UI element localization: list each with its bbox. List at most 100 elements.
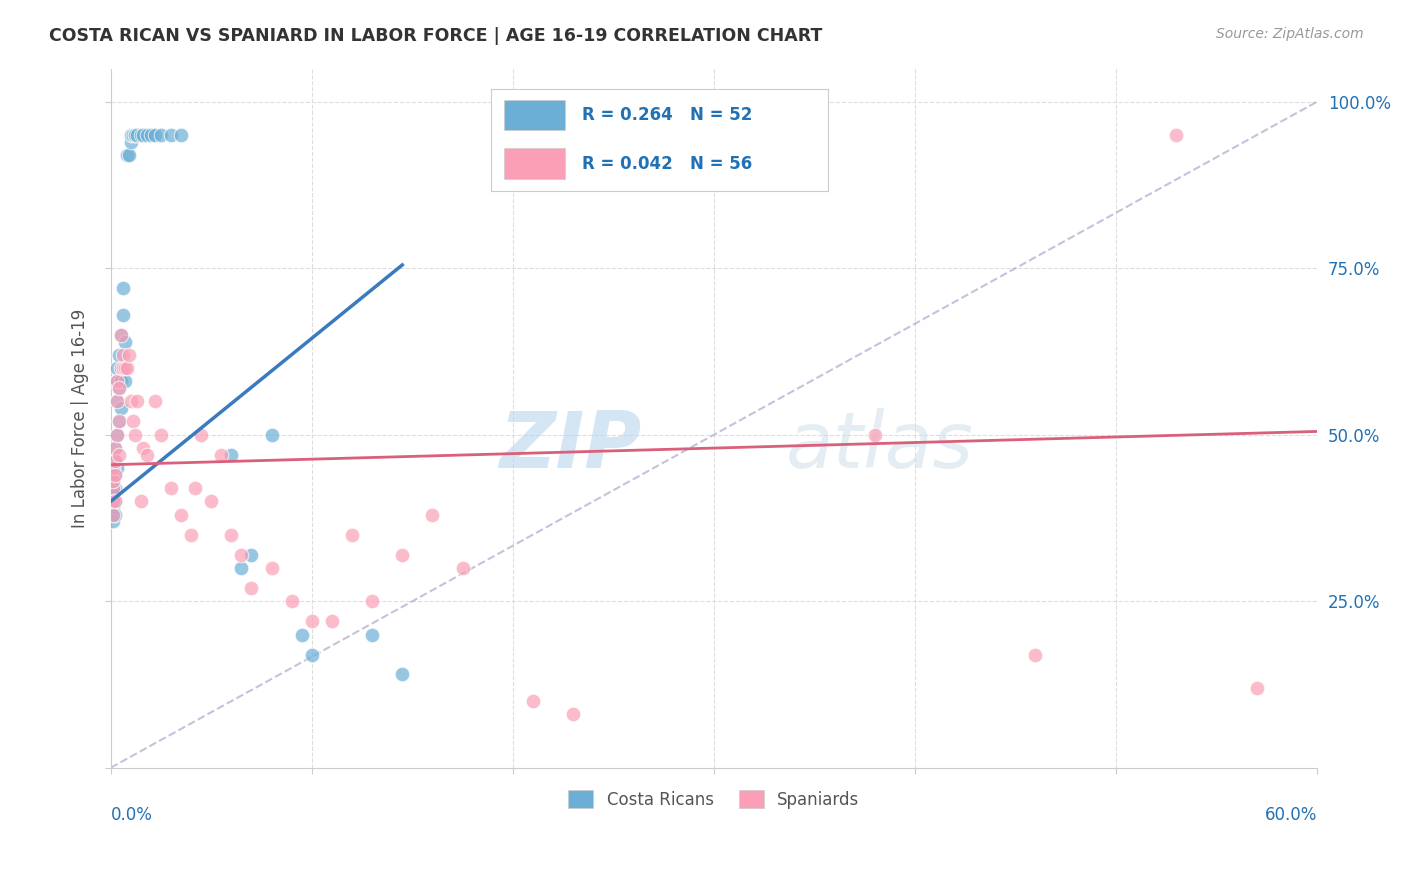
Legend: Costa Ricans, Spaniards: Costa Ricans, Spaniards — [562, 783, 866, 815]
Point — [118, 348, 141, 362]
Point — [101, 475, 124, 489]
Text: ZIP: ZIP — [499, 408, 641, 484]
Point — [104, 508, 127, 522]
Point — [120, 128, 142, 142]
Point — [391, 548, 413, 562]
Point — [221, 527, 243, 541]
Point — [108, 381, 131, 395]
Point — [124, 128, 146, 142]
Point — [108, 414, 131, 428]
Point — [101, 461, 124, 475]
Point — [114, 361, 136, 376]
Point — [321, 614, 343, 628]
Point — [108, 381, 131, 395]
Point — [104, 454, 127, 468]
Point — [562, 707, 585, 722]
Point — [110, 327, 132, 342]
Point — [209, 448, 232, 462]
Point — [104, 467, 127, 482]
Point — [422, 508, 444, 522]
Point — [105, 394, 128, 409]
Point — [291, 627, 314, 641]
Point — [111, 308, 134, 322]
Point — [1246, 681, 1268, 695]
Point — [260, 427, 283, 442]
Point — [105, 427, 128, 442]
Point — [101, 501, 124, 516]
Point — [143, 128, 166, 142]
Point — [340, 527, 363, 541]
Point — [104, 454, 127, 468]
Point — [184, 481, 207, 495]
Point — [301, 614, 323, 628]
Point — [190, 427, 212, 442]
Point — [301, 648, 323, 662]
Point — [260, 561, 283, 575]
Point — [105, 461, 128, 475]
Point — [101, 488, 124, 502]
Point — [136, 128, 159, 142]
Point — [108, 414, 131, 428]
Point — [221, 448, 243, 462]
Text: Source: ZipAtlas.com: Source: ZipAtlas.com — [1216, 27, 1364, 41]
Point — [451, 561, 474, 575]
Point — [170, 128, 193, 142]
Text: atlas: atlas — [786, 408, 974, 484]
Point — [101, 508, 124, 522]
Point — [125, 128, 148, 142]
Point — [111, 361, 134, 376]
Point — [132, 128, 155, 142]
Point — [1024, 648, 1046, 662]
Point — [280, 594, 302, 608]
Point — [132, 441, 155, 455]
Point — [240, 548, 263, 562]
Point — [863, 427, 886, 442]
Point — [105, 361, 128, 376]
Point — [115, 361, 138, 376]
Point — [150, 128, 173, 142]
Point — [104, 481, 127, 495]
Point — [124, 128, 146, 142]
Point — [110, 401, 132, 416]
Point — [108, 448, 131, 462]
Point — [160, 128, 183, 142]
Text: COSTA RICAN VS SPANIARD IN LABOR FORCE | AGE 16-19 CORRELATION CHART: COSTA RICAN VS SPANIARD IN LABOR FORCE |… — [49, 27, 823, 45]
Point — [110, 375, 132, 389]
Point — [110, 361, 132, 376]
Point — [101, 494, 124, 508]
Point — [104, 494, 127, 508]
Point — [125, 394, 148, 409]
Point — [104, 467, 127, 482]
Point — [170, 508, 193, 522]
Point — [143, 394, 166, 409]
Point — [1166, 128, 1188, 142]
Point — [101, 494, 124, 508]
Point — [124, 427, 146, 442]
Point — [114, 334, 136, 349]
Point — [160, 481, 183, 495]
Point — [522, 694, 544, 708]
Point — [231, 561, 253, 575]
Point — [101, 514, 124, 528]
Point — [150, 427, 173, 442]
Point — [118, 148, 141, 162]
Y-axis label: In Labor Force | Age 16-19: In Labor Force | Age 16-19 — [72, 309, 89, 528]
Point — [391, 667, 413, 681]
Point — [115, 148, 138, 162]
Text: 60.0%: 60.0% — [1264, 806, 1317, 824]
Point — [104, 441, 127, 455]
Point — [114, 375, 136, 389]
Point — [105, 375, 128, 389]
Point — [139, 128, 162, 142]
Point — [104, 441, 127, 455]
Point — [104, 494, 127, 508]
Point — [105, 375, 128, 389]
Point — [240, 581, 263, 595]
Point — [101, 481, 124, 495]
Point — [120, 394, 142, 409]
Point — [361, 627, 384, 641]
Point — [200, 494, 222, 508]
Point — [101, 508, 124, 522]
Point — [231, 548, 253, 562]
Point — [122, 128, 145, 142]
